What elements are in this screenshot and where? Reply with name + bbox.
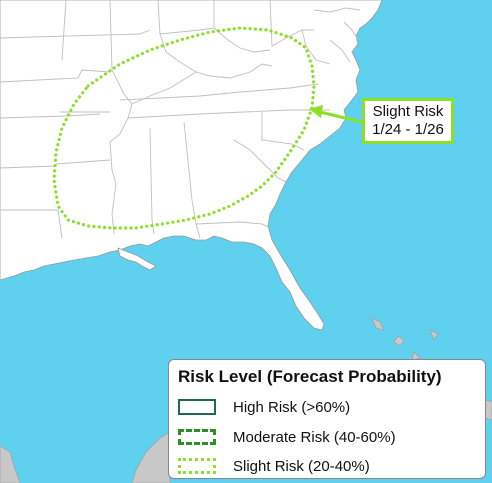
slight-risk-callout: Slight Risk 1/24 - 1/26 [362,98,454,144]
callout-line-2: 1/24 - 1/26 [372,121,444,138]
legend: Risk Level (Forecast Probability) High R… [168,359,486,479]
high-risk-swatch [178,399,216,415]
callout-arrow-head [309,105,323,118]
callout-line-1: Slight Risk [372,103,444,120]
mexico-yucatan [0,431,171,483]
slight-risk-swatch [178,458,216,474]
bahamas [371,317,439,361]
us-landmass [0,0,383,331]
legend-title: Risk Level (Forecast Probability) [178,367,442,386]
moderate-risk-swatch [178,429,216,445]
slight-risk-area [52,26,316,230]
state-borders [0,0,361,239]
legend-item-slight: Slight Risk (20-40%) [178,455,370,477]
delta-coast [117,247,157,271]
legend-label-slight: Slight Risk (20-40%) [233,457,370,475]
legend-item-moderate: Moderate Risk (40-60%) [178,426,396,448]
legend-label-high: High Risk (>60%) [233,398,351,416]
legend-item-high: High Risk (>60%) [178,396,350,418]
callout-arrow-line [319,110,363,124]
legend-label-moderate: Moderate Risk (40-60%) [233,428,396,446]
